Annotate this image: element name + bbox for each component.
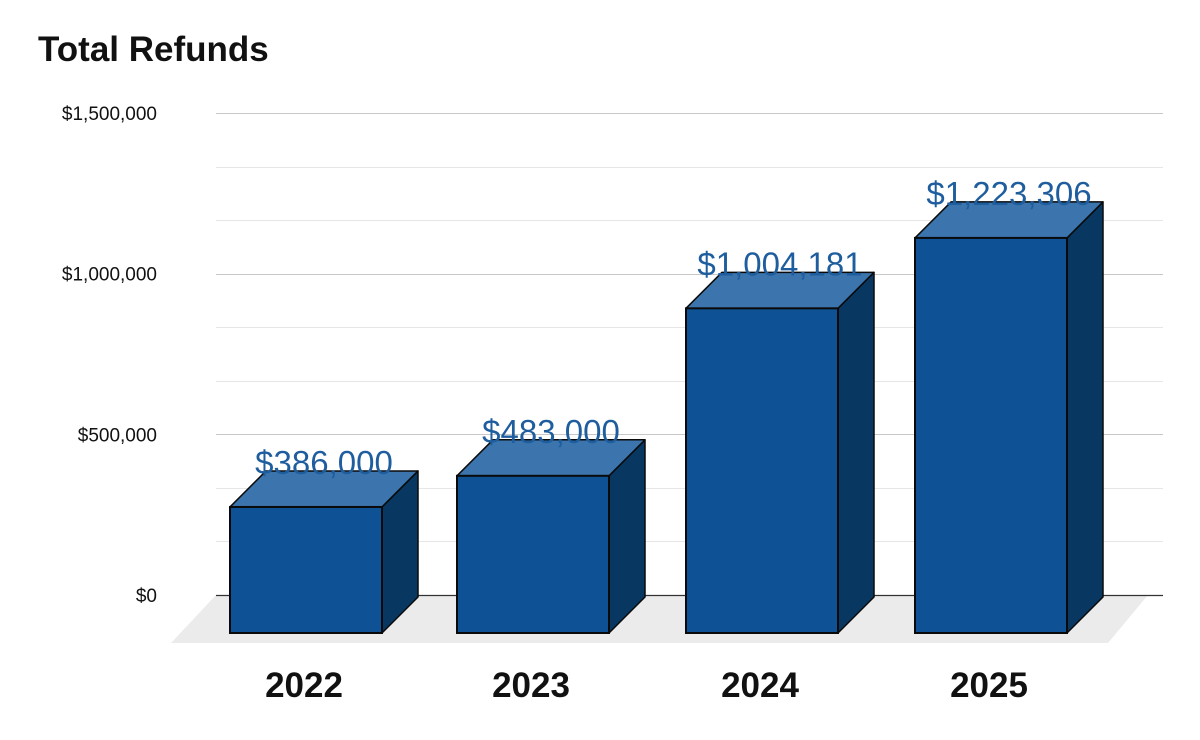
x-tick-label: 2022 [265,666,343,705]
bars [229,201,1104,634]
y-tick-label: $500,000 [78,425,157,446]
floor-plane [171,595,1148,643]
chart-title: Total Refunds [38,30,269,69]
bar-value-label: $386,000 [255,444,393,481]
bar-front-face [685,307,839,634]
bar-2022 [229,470,419,634]
bar-value-label: $483,000 [482,413,620,450]
y-tick-label: $1,000,000 [62,265,157,286]
bar-value-label: $1,223,306 [926,175,1091,212]
x-tick-label: 2023 [492,666,570,705]
x-tick-label: 2025 [950,666,1028,705]
y-axis-ticks: $0 $500,000 $1,000,000 $1,500,000 [62,104,157,607]
bar-side-face [1066,201,1104,634]
data-labels: $386,000 $483,000 $1,004,181 $1,223,306 [255,175,1091,481]
bar-value-label: $1,004,181 [697,245,862,282]
bar-front-face [456,474,610,634]
x-axis-ticks: 2022 2023 2024 2025 [265,666,1028,705]
bar-side-face [837,271,875,634]
bar-2023 [456,439,646,634]
bar-front-face [229,505,383,634]
y-tick-label: $1,500,000 [62,104,157,125]
chart-floor [171,595,1148,643]
y-tick-label: $0 [136,586,157,607]
bar-2024 [685,271,875,634]
bar-front-face [914,236,1068,634]
bar-2025 [914,201,1104,634]
x-tick-label: 2024 [721,666,799,705]
